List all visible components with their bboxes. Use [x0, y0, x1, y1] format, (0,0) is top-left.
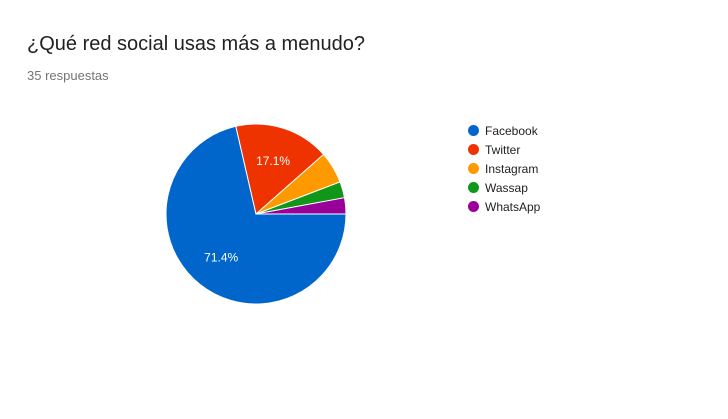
legend-item-facebook[interactable]: Facebook — [468, 121, 540, 140]
pie-data-labels: 71.4% 17.1% — [204, 154, 290, 265]
legend-item-twitter[interactable]: Twitter — [468, 140, 540, 159]
question-title: ¿Qué red social usas más a menudo? — [27, 33, 365, 55]
data-label-twitter: 17.1% — [256, 154, 290, 168]
legend-swatch — [468, 182, 479, 193]
legend-swatch — [468, 125, 479, 136]
legend-label: Facebook — [485, 123, 538, 138]
pie-slice-facebook[interactable] — [165, 125, 347, 305]
legend-item-whatsapp[interactable]: WhatsApp — [468, 197, 540, 216]
response-count: 35 respuestas — [27, 68, 109, 83]
pie-slice-whatsapp[interactable] — [255, 197, 347, 215]
data-label-facebook: 71.4% — [204, 251, 238, 265]
chart-legend: Facebook Twitter Instagram Wassap WhatsApp — [468, 121, 540, 216]
legend-label: Twitter — [485, 142, 521, 157]
legend-item-instagram[interactable]: Instagram — [468, 159, 540, 178]
legend-label: Wassap — [485, 180, 528, 195]
legend-swatch — [468, 163, 479, 174]
legend-label: Instagram — [485, 161, 539, 176]
pie-slices — [165, 123, 347, 305]
pie-slice-twitter[interactable] — [235, 123, 325, 215]
legend-swatch — [468, 201, 479, 212]
legend-label: WhatsApp — [485, 199, 541, 214]
legend-item-wassap[interactable]: Wassap — [468, 178, 540, 197]
legend-swatch — [468, 144, 479, 155]
